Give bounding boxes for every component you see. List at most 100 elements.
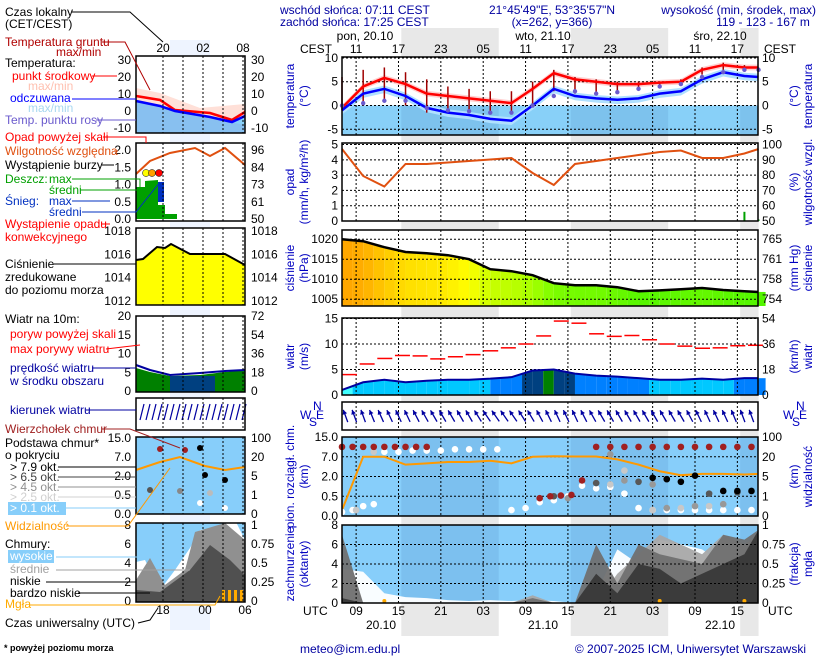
mini-y2-tick: 20	[251, 70, 265, 84]
contact-email-link[interactable]: meteo@icm.edu.pl	[300, 642, 400, 656]
cloud-base-dot-gt-0-1	[719, 506, 727, 514]
local-time-label: Czas lokalny	[5, 5, 73, 19]
local-hour-tick: 11	[519, 42, 532, 56]
legend-leader-line	[72, 178, 141, 187]
wind-arrow-head	[571, 410, 577, 416]
mini-precip-sample	[135, 146, 246, 175]
utc-hour-tick: 09	[349, 604, 363, 618]
y2-tick-label: 100	[762, 138, 782, 152]
clouds-label: Chmury:	[5, 537, 50, 551]
pressure-line	[341, 237, 759, 294]
mini-temp-sample	[135, 99, 246, 124]
compass-letter: E	[316, 408, 324, 422]
dew-point-dot	[657, 84, 662, 89]
y2-tick-label: 60	[762, 199, 776, 213]
day-label: śro, 22.10	[693, 29, 747, 43]
pressure-panel-frame	[341, 229, 759, 307]
dew-point-label: Temp. punktu rosy	[5, 113, 103, 127]
cloud-base-dot-gt-2-5	[370, 448, 378, 456]
mini-y-tick: 0.0	[114, 507, 131, 521]
mini-utc-tick: 18	[156, 603, 170, 617]
pressure-area-segment	[649, 290, 660, 306]
mini-y2-tick: 1	[251, 488, 258, 502]
wind-area-segment	[733, 378, 745, 395]
mini-y2-tick: 61	[251, 195, 265, 209]
temp-minmax-label: max/min	[28, 79, 73, 93]
pressure-area-segment	[522, 273, 533, 306]
y2-tick-label: 758	[762, 272, 782, 286]
y-tick-label: 4	[331, 557, 338, 571]
mini-wind-arrow	[157, 403, 163, 421]
cloud-top-dot	[370, 443, 378, 451]
wind-arrow-head	[668, 410, 674, 416]
snow-mean-label: średni	[49, 205, 82, 219]
wind-area-segment	[596, 375, 607, 395]
night-shade	[570, 105, 669, 135]
legend-leader-line	[103, 136, 147, 143]
okta-label-1: > 6.5 okt.	[10, 470, 60, 484]
y2-tick-label: 18	[762, 363, 776, 377]
elevation-label: wysokość (min, środek, max)	[660, 3, 816, 17]
wind-arrow-head	[563, 410, 568, 416]
compass-letter: N	[796, 399, 805, 413]
pressure-area-segment	[680, 288, 692, 306]
y2-tick-label: 70	[762, 183, 776, 197]
wind-arrow-head	[360, 409, 365, 415]
mini-y2-tick: 5	[251, 469, 258, 483]
mini-cloud-dot	[177, 488, 183, 494]
cloud-top-dot	[359, 443, 367, 451]
cloud-top-dot	[635, 443, 642, 451]
copyright: © 2007-2025 ICM, Uniwersytet Warszawski	[575, 642, 806, 656]
mini-wind-arrow	[211, 403, 217, 421]
mini-local-tick: 08	[236, 41, 250, 55]
mini-y2-tick: 100	[251, 431, 271, 445]
dew-point-dot	[699, 74, 705, 80]
pressure-area-segment	[553, 283, 565, 306]
rain-mean-label: średni	[49, 183, 82, 197]
mini-y-tick: 2.0	[114, 469, 131, 483]
wind-arrow-head	[448, 410, 453, 416]
dew-point-dot	[488, 110, 493, 115]
humidity-label: Wilgotność względna	[5, 144, 118, 158]
axis-title-right: (km/h)	[787, 340, 801, 374]
y-tick-label: 8	[331, 518, 338, 532]
y-tick-label: 5	[331, 363, 338, 377]
wind-panel-frame	[341, 317, 759, 396]
wind-area-segment	[670, 379, 681, 395]
mini-wind-area	[170, 376, 215, 392]
mini-wind-arrow	[163, 403, 169, 421]
cloud-base-dot-gt-0-1	[748, 506, 755, 514]
feels-minmax-label: max/min	[28, 101, 73, 115]
legend-leader-line	[105, 344, 141, 350]
axis-title-right: (mm Hg)	[787, 245, 801, 292]
utc-date-label: 20.10	[366, 618, 396, 632]
y2-tick-label: 5	[762, 470, 769, 484]
pressure-area-segment	[627, 289, 639, 306]
pressure-area-segment	[712, 289, 724, 306]
wind-area-segment	[543, 369, 554, 395]
utc-date-label: 21.10	[528, 618, 558, 632]
axis-title: pion. rozciągł. chm.	[283, 425, 297, 528]
y2-tick-label: 0.25	[762, 577, 786, 591]
dew-point-dot	[360, 100, 366, 106]
wind-area-segment	[490, 377, 501, 395]
wind-area-segment	[373, 379, 385, 395]
mini-cover-sample	[136, 545, 245, 602]
utc-hour-tick: 09	[688, 604, 702, 618]
wind-arrow-head	[580, 410, 585, 416]
cloud-top-dot	[734, 443, 741, 451]
wind-area-segment	[532, 370, 544, 395]
wind-mean-line	[341, 368, 759, 391]
cloud-top-dot	[719, 443, 727, 451]
wind-area-segment	[522, 370, 533, 395]
utc-hour-tick: 21	[604, 604, 618, 618]
cloud-top-dot	[568, 491, 575, 499]
local-hour-tick: 17	[392, 42, 406, 56]
night-shade	[740, 105, 759, 135]
local-hour-tick: 11	[689, 42, 702, 56]
local-time-label: (CET/CEST)	[5, 17, 72, 31]
pressure-area-segment	[437, 254, 448, 306]
fog-label: Mgła	[5, 597, 31, 611]
cloud-base-dot-gt-0-1	[437, 447, 445, 454]
mini-y2-tick: 54	[251, 328, 265, 342]
